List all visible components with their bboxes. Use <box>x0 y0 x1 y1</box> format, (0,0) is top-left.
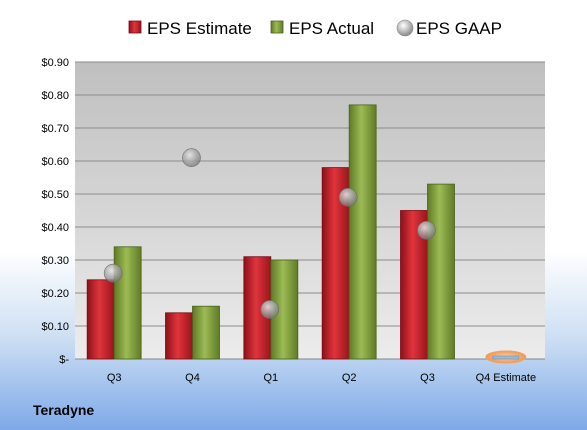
legend-label: EPS GAAP <box>416 19 502 38</box>
company-name: Teradyne <box>33 402 95 418</box>
y-tick-label: $0.50 <box>41 189 69 201</box>
y-axis-ticks: $- $0.10 $0.20 $0.30 $0.40 $0.50 $0.60 $0.70 $0.… <box>41 57 69 366</box>
y-tick-label: $0.90 <box>41 57 69 69</box>
y-tick-label: $0.20 <box>41 288 69 300</box>
y-tick-label: $0.10 <box>41 321 69 333</box>
x-axis-ticks: Q3 Q4 Q1 Q2 Q3 Q4 Estimate <box>107 372 536 384</box>
x-tick-label: Q4 <box>185 372 200 384</box>
legend-swatch <box>396 19 414 37</box>
bars-group <box>86 104 527 364</box>
point-eps-gaap <box>417 221 436 240</box>
bar-eps-actual <box>427 183 455 360</box>
legend-label: EPS Actual <box>289 19 374 38</box>
y-tick-label: $0.40 <box>41 222 69 234</box>
y-tick-label: $0.70 <box>41 123 69 135</box>
point-eps-gaap <box>103 263 123 283</box>
plot-area <box>75 62 545 359</box>
point-eps-gaap <box>260 300 280 319</box>
bar-eps-actual <box>348 104 377 360</box>
legend-label: EPS Estimate <box>147 19 252 38</box>
bar-eps-actual <box>192 305 220 360</box>
bar-eps-estimate <box>165 312 193 360</box>
gridlines <box>75 61 545 360</box>
y-tick-label: $0.60 <box>41 156 69 168</box>
x-tick-label: Q1 <box>263 372 278 384</box>
y-tick-label: $0.30 <box>41 255 69 267</box>
x-tick-label: Q2 <box>342 372 357 384</box>
y-tick-label: $0.80 <box>41 90 69 102</box>
estimate-bar <box>492 355 520 360</box>
bar-eps-estimate <box>86 279 115 360</box>
legend-swatch <box>128 20 142 34</box>
bar-eps-actual <box>113 246 142 360</box>
x-tick-label: Q4 Estimate <box>476 372 537 384</box>
point-eps-gaap <box>182 148 201 167</box>
point-eps-gaap <box>338 188 358 207</box>
x-tick-label: Q3 <box>420 372 435 384</box>
legend-swatch <box>270 20 284 34</box>
y-tick-label: $- <box>59 354 69 366</box>
chart-legend: EPS Estimate EPS Actual EPS GAAP <box>128 19 502 38</box>
x-tick-label: Q3 <box>107 372 122 384</box>
